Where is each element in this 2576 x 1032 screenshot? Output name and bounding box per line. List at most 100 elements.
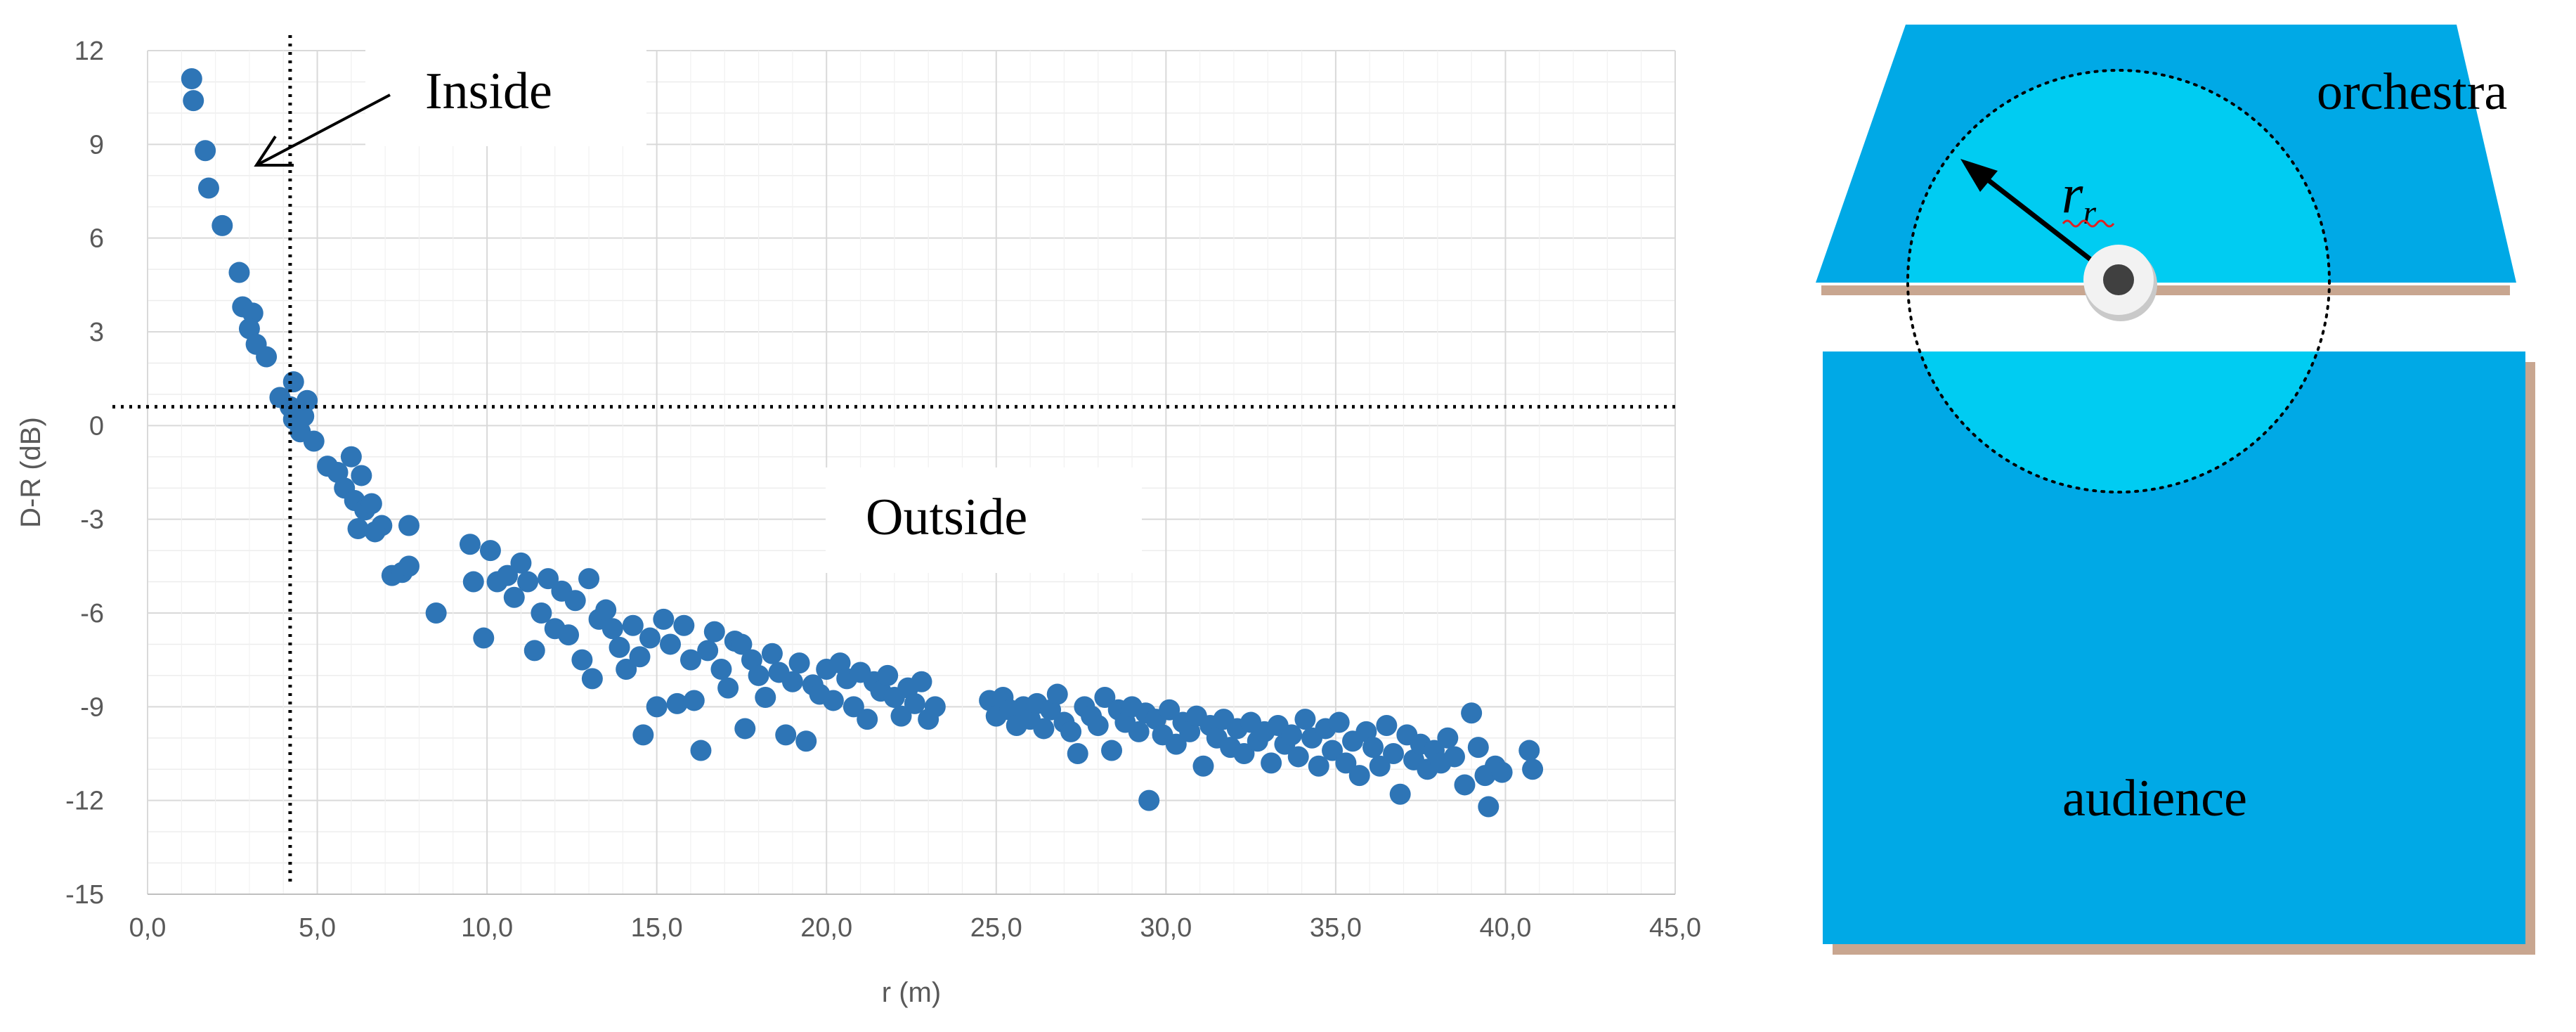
data-point	[1322, 740, 1344, 761]
data-point	[690, 740, 712, 761]
data-point	[646, 696, 668, 718]
y-tick-label: -3	[80, 505, 104, 535]
inside-label: Inside	[425, 63, 552, 120]
inside-arrow-head	[254, 135, 294, 167]
data-point	[1348, 765, 1370, 787]
data-point	[364, 521, 386, 543]
data-point	[1094, 687, 1116, 708]
data-point	[679, 649, 701, 671]
x-tick-label: 5,0	[299, 913, 336, 943]
data-point	[911, 671, 932, 692]
data-point	[795, 730, 817, 752]
outside-label-box	[826, 467, 1142, 573]
data-point	[616, 659, 637, 680]
data-point	[1067, 743, 1088, 764]
y-tick-label: 9	[89, 130, 104, 160]
data-point	[581, 668, 603, 690]
data-point	[303, 430, 325, 452]
data-point	[425, 602, 447, 624]
data-point	[531, 602, 552, 624]
outside-label: Outside	[866, 489, 1027, 546]
x-axis-title: r (m)	[882, 977, 941, 1008]
data-point	[683, 690, 705, 711]
data-point	[1192, 755, 1214, 777]
data-point	[1478, 796, 1500, 818]
y-tick-label: -6	[80, 599, 104, 628]
y-tick-label: -15	[65, 880, 104, 910]
spell-underline	[2062, 219, 2115, 228]
data-point	[1369, 755, 1391, 777]
data-point	[228, 262, 250, 283]
data-point	[775, 724, 797, 746]
data-point	[1165, 733, 1187, 755]
data-point	[256, 346, 278, 368]
x-tick-label: 10,0	[461, 913, 513, 943]
data-point	[347, 518, 369, 539]
x-axis-ticks: 0,0 5,0 10,0 15,0 20,0 25,0 30,0 35,0 40,0 45,0	[129, 913, 1701, 943]
radius-symbol: r	[2062, 163, 2083, 224]
x-tick-label: 0,0	[129, 913, 167, 943]
data-point	[558, 624, 580, 646]
grid	[147, 50, 1676, 895]
data-point	[459, 534, 481, 555]
data-point	[497, 565, 519, 586]
data-point	[398, 515, 419, 536]
data-point	[822, 690, 844, 711]
data-point	[523, 640, 545, 662]
data-point	[1287, 746, 1309, 768]
data-point	[1461, 702, 1483, 724]
data-point	[473, 627, 495, 649]
data-point	[843, 696, 864, 718]
data-point	[877, 664, 899, 686]
data-point	[904, 692, 925, 714]
y-tick-label: 6	[89, 224, 104, 254]
data-point	[1328, 711, 1350, 733]
data-point	[857, 709, 878, 730]
data-point	[1138, 789, 1160, 811]
data-point	[571, 649, 593, 671]
data-point	[924, 696, 946, 718]
data-point	[578, 568, 600, 590]
data-point	[538, 568, 559, 590]
data-point	[197, 177, 219, 199]
data-point	[282, 371, 304, 393]
data-point	[1522, 759, 1544, 780]
data-point	[734, 718, 756, 740]
x-tick-label: 30,0	[1140, 913, 1192, 943]
data-point	[601, 618, 623, 640]
data-point	[1443, 746, 1465, 768]
x-tick-label: 25,0	[970, 913, 1022, 943]
data-point	[710, 659, 732, 680]
data-point	[195, 140, 216, 162]
data-point	[703, 621, 725, 643]
data-point	[503, 586, 525, 608]
y-tick-label: 12	[74, 37, 104, 66]
data-point	[622, 614, 644, 636]
orchestra-shadow	[1821, 285, 2510, 295]
scatter-chart: 0,0 5,0 10,0 15,0 20,0 25,0 30,0 35,0 40,0 45,0 1…	[15, 35, 1701, 1008]
audience-label: audience	[2062, 770, 2247, 827]
data-point	[595, 599, 617, 621]
critical-distance-guides	[112, 35, 1675, 887]
data-point	[1518, 740, 1540, 761]
data-point	[890, 705, 912, 727]
data-point	[1128, 721, 1150, 742]
data-point	[1335, 752, 1357, 774]
data-point	[788, 652, 810, 674]
inside-label-box	[365, 41, 646, 146]
data-point	[697, 640, 719, 662]
x-tick-label: 40,0	[1479, 913, 1531, 943]
data-point	[755, 687, 776, 708]
orchestra-label: orchestra	[2317, 63, 2507, 121]
data-point	[609, 636, 630, 658]
data-point	[479, 540, 501, 562]
data-point	[748, 664, 769, 686]
data-point	[653, 608, 675, 630]
hall-diagram: rr orchestra audience	[1816, 25, 2535, 955]
data-point	[629, 646, 651, 668]
data-point	[340, 446, 362, 467]
data-point	[639, 627, 661, 649]
data-point	[1101, 740, 1123, 761]
data-point	[360, 493, 382, 515]
y-axis-ticks: 12 9 6 3 0 -3 -6 -9 -12 -15	[65, 37, 104, 910]
